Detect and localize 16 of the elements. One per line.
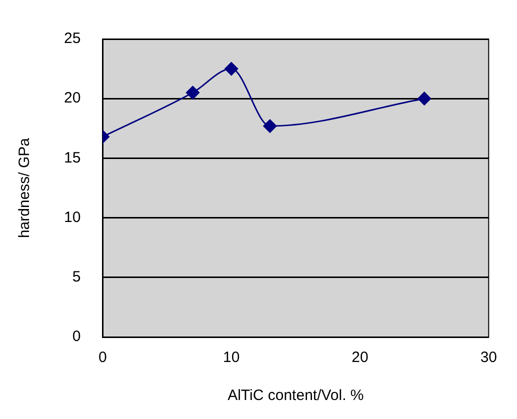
point: [418, 92, 432, 106]
point: [224, 62, 238, 76]
y-tick-label: 5: [72, 268, 81, 286]
y-tick-label: 10: [64, 208, 81, 226]
x-tick-label: 10: [223, 349, 240, 366]
x-tick-label: 0: [98, 349, 107, 366]
x-tick-label: 20: [352, 349, 368, 366]
point: [186, 86, 200, 100]
x-tick-label: 30: [480, 349, 497, 366]
point: [263, 119, 277, 133]
y-tick-label: 25: [64, 30, 81, 48]
y-tick-label: 20: [64, 90, 81, 107]
y-tick-label: 15: [64, 149, 81, 166]
y-axis-title: hardness/ GPa: [16, 137, 34, 238]
y-tick-label: 0: [72, 328, 81, 346]
x-axis-title: AlTiC content/Vol. %: [228, 387, 364, 404]
